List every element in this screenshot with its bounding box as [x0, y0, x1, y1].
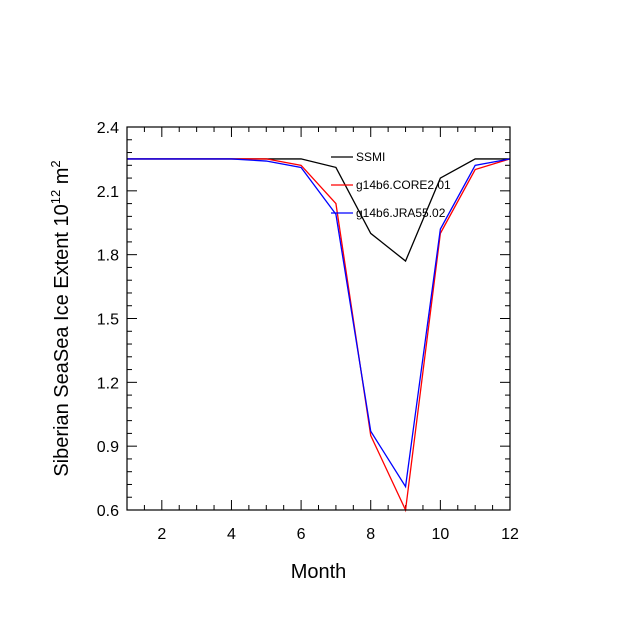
y-tick-label: 1.8 — [97, 248, 119, 265]
x-tick-label: 4 — [227, 526, 236, 543]
series-line-3 — [127, 158, 511, 489]
y-axis-title-prefix: Siberian SeaSea Ice Extent 10 — [51, 204, 73, 476]
x-tick-label: 8 — [366, 526, 375, 543]
x-tick-label: 12 — [501, 526, 519, 543]
y-axis-title-unit: m — [51, 168, 73, 190]
y-tick-label: 0.6 — [97, 503, 119, 520]
y-axis-title-exponent: 12 — [48, 190, 63, 204]
legend-label-2: g14b6.CORE2.01 — [356, 178, 451, 192]
y-tick-label: 2.1 — [97, 184, 119, 201]
y-axis-title-unit-exponent: 2 — [48, 160, 63, 167]
series-line-2 — [127, 158, 511, 513]
series-layer — [127, 158, 511, 513]
x-tick-label: 2 — [157, 526, 166, 543]
legend: SSMI g14b6.CORE2.01 g14b6.JRA55.02 — [331, 150, 451, 220]
tick-labels: 2 4 6 8 10 12 0.6 0.9 1.2 1.5 1.8 2.1 2.4 — [97, 120, 519, 543]
legend-label-3: g14b6.JRA55.02 — [356, 206, 446, 220]
x-tick-label: 6 — [297, 526, 306, 543]
x-axis-title: Month — [291, 561, 347, 583]
axis-ticks — [126, 126, 511, 511]
y-tick-label: 2.4 — [97, 120, 119, 137]
legend-label-1: SSMI — [356, 150, 385, 164]
y-axis-title: Siberian SeaSea Ice Extent 1012 m2 — [48, 160, 73, 476]
y-tick-label: 0.9 — [97, 439, 119, 456]
y-tick-label: 1.2 — [97, 375, 119, 392]
y-tick-label: 1.5 — [97, 312, 119, 329]
plot-frame — [126, 126, 511, 511]
x-tick-label: 10 — [431, 526, 449, 543]
